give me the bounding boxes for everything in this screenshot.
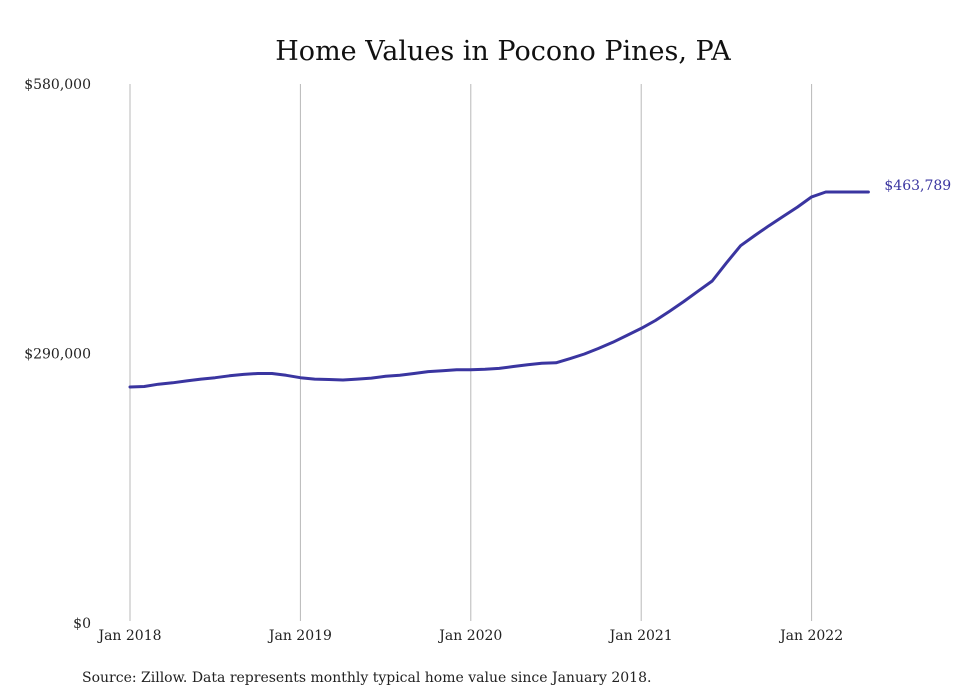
source-note: Source: Zillow. Data represents monthly … (82, 670, 651, 686)
chart-title: Home Values in Pocono Pines, PA (275, 36, 731, 67)
series-line (128, 190, 870, 389)
end-value-label: $463,789 (884, 178, 951, 194)
y-tick-label: $0 (73, 616, 91, 632)
series-group (128, 190, 870, 389)
x-axis-ticks: Jan 2018 Jan 2019 Jan 2020 Jan 2021 Jan 2022 (96, 628, 843, 644)
x-tick-label: Jan 2018 (96, 628, 161, 644)
x-tick-label: Jan 2019 (267, 628, 332, 644)
y-tick-label: $290,000 (24, 347, 91, 363)
y-axis-ticks: $0 $290,000 $580,000 (24, 77, 91, 632)
x-tick-label: Jan 2022 (778, 628, 843, 644)
vertical-gridlines (129, 84, 813, 621)
x-tick-label: Jan 2020 (437, 628, 502, 644)
x-tick-label: Jan 2021 (608, 628, 673, 644)
y-tick-label: $580,000 (24, 77, 91, 93)
